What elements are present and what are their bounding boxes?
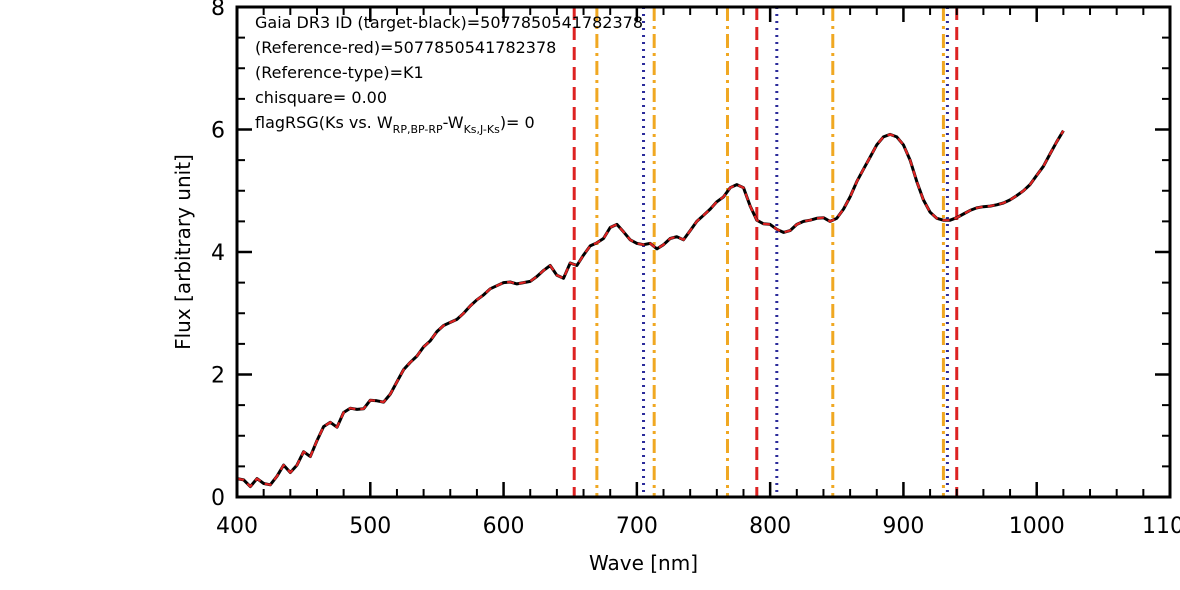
y-tick-label: 8 (211, 0, 225, 21)
annotation-chisquare: chisquare= 0.00 (255, 88, 387, 107)
flag-rsg-prefix: flagRSG(Ks vs. W (255, 113, 393, 132)
flag-rsg-subscript-2: Ks,J-Ks (464, 123, 500, 136)
x-tick-label: 400 (216, 514, 258, 539)
flag-rsg-suffix: )= 0 (500, 113, 535, 132)
target-spectrum-line (236, 129, 1065, 489)
x-axis-title: Wave [nm] (589, 551, 698, 575)
y-tick-label: 4 (211, 241, 225, 266)
x-tick-label: 800 (749, 514, 791, 539)
flag-rsg-dash: -W (443, 113, 464, 132)
annotation-gaia-id: Gaia DR3 ID (target-black)=5077850541782… (255, 13, 643, 32)
y-axis-title: Flux [arbitrary unit] (171, 154, 195, 350)
annotation-reference-id: (Reference-red)=5077850541782378 (255, 38, 556, 57)
x-tick-label: 600 (483, 514, 525, 539)
y-tick-label: 0 (211, 486, 225, 511)
annotation-block: Gaia DR3 ID (target-black)=5077850541782… (255, 13, 643, 136)
reference-spectrum-line (236, 130, 1065, 488)
x-tick-label: 900 (882, 514, 924, 539)
spectral-line-markers (572, 7, 959, 497)
flag-rsg-subscript-1: RP,BP-RP (393, 123, 443, 136)
spectrum-series (236, 129, 1065, 489)
annotation-flag-rsg: flagRSG(Ks vs. WRP,BP-RP-WKs,J-Ks)= 0 (255, 113, 535, 136)
annotation-reference-type: (Reference-type)=K1 (255, 63, 424, 82)
x-tick-label: 700 (616, 514, 658, 539)
y-tick-label: 6 (211, 119, 225, 144)
x-tick-label: 1000 (1009, 514, 1065, 539)
x-tick-label: 500 (349, 514, 391, 539)
y-tick-label: 2 (211, 364, 225, 389)
